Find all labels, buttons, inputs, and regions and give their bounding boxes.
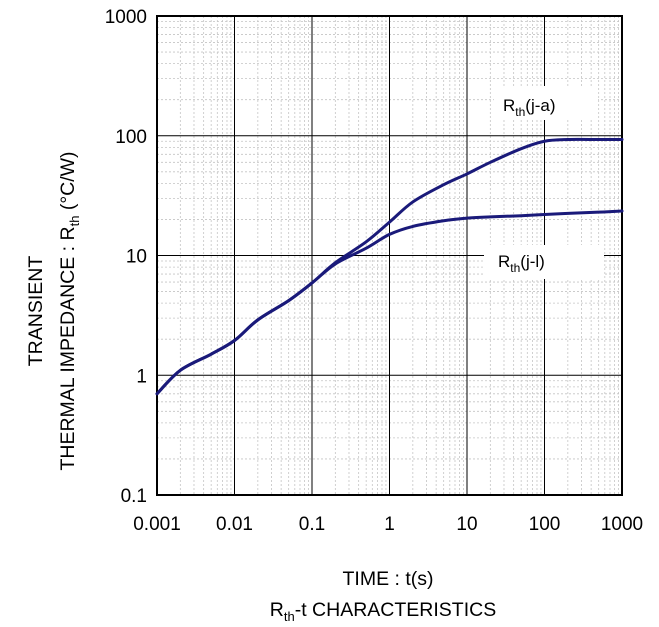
- x-tick-label: 0.01: [216, 514, 253, 535]
- series-label-rth-ja-tail: (j-a): [525, 96, 555, 115]
- major-grid: [157, 16, 622, 495]
- x-tick-label: 100: [529, 514, 561, 535]
- y-axis-title-sub: th: [67, 216, 82, 227]
- y-tick-label: 100: [115, 127, 147, 148]
- x-tick-label: 0.001: [133, 514, 181, 535]
- series-label-rth-jl-sub: th: [510, 261, 520, 275]
- plot-frame: [156, 15, 623, 496]
- series-label-rth-ja-main: R: [503, 96, 515, 115]
- chart-caption: Rth-t CHARACTERISTICS: [270, 599, 496, 624]
- y-tick-label: 10: [126, 247, 147, 268]
- series-label-rth-ja: Rth(j-a): [494, 86, 598, 120]
- series-label-rth-jl-tail: (j-l): [520, 252, 545, 271]
- chart-caption-sub: th: [284, 609, 295, 624]
- y-tick-label: 1: [136, 366, 147, 387]
- y-tick-label: 0.1: [121, 486, 147, 507]
- chart-caption-tail: -t CHARACTERISTICS: [295, 599, 497, 621]
- x-tick-label: 0.1: [299, 514, 325, 535]
- svg-text:Rth(j-l): Rth(j-l): [498, 252, 545, 275]
- y-axis-title-line1: TRANSIENT: [25, 256, 47, 367]
- y-axis-title-main: THERMAL IMPEDANCE : R: [57, 226, 79, 470]
- series-label-rth-jl: Rth(j-l): [484, 245, 604, 279]
- svg-text:Rth(j-a): Rth(j-a): [503, 96, 556, 119]
- series-line-rth-jl: [155, 209, 624, 396]
- y-axis-title-tail: (°C/W): [57, 151, 79, 215]
- y-axis-title-line2: THERMAL IMPEDANCE : Rth (°C/W): [57, 151, 82, 470]
- series-label-rth-jl-main: R: [498, 252, 510, 271]
- x-tick-label: 1000: [601, 514, 643, 535]
- x-tick-label: 1: [384, 514, 395, 535]
- x-tick-label: 10: [456, 514, 477, 535]
- y-tick-label: 1000: [105, 7, 147, 28]
- chart-caption-main: R: [270, 599, 284, 621]
- series-layer: [155, 137, 624, 396]
- y-axis-title: TRANSIENT THERMAL IMPEDANCE : Rth (°C/W): [25, 151, 82, 470]
- series-label-rth-ja-sub: th: [515, 105, 525, 119]
- x-axis-title: TIME : t(s): [343, 568, 434, 590]
- tick-labels: 0.001 0.01 0.1 1 10 100 1000 0.1 1 10 100 1000: [105, 7, 643, 535]
